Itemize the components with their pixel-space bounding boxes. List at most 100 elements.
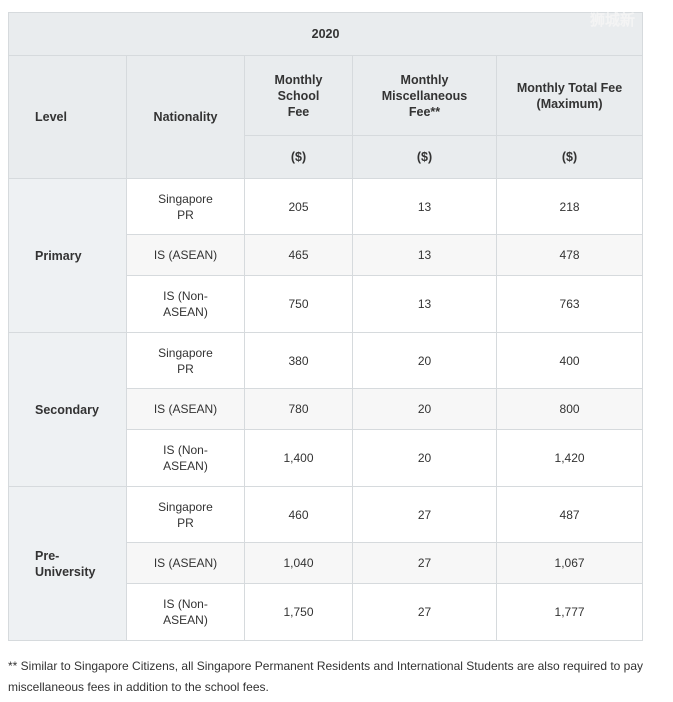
cell: 20 — [352, 332, 497, 389]
cell-text: Monthly Miscellaneous Fee** — [381, 72, 468, 119]
cell: Pre-University — [8, 486, 127, 641]
cell: 460 — [244, 486, 353, 543]
cell: ($) — [244, 135, 353, 179]
cell: 20 — [352, 388, 497, 430]
cell-text: 1,040 — [283, 556, 314, 570]
cell-text: 460 — [288, 507, 309, 522]
footnote: ** Similar to Singapore Citizens, all Si… — [8, 659, 644, 694]
cell-text: 205 — [288, 199, 309, 214]
cell: 400 — [495, 332, 644, 389]
cell: 465 — [244, 234, 353, 276]
cell-text: ($) — [561, 150, 578, 164]
cell: 763 — [495, 275, 644, 333]
cell: Singapore PR — [126, 486, 245, 543]
cell-text: Secondary — [35, 402, 99, 417]
cell-text: 763 — [559, 297, 580, 311]
cell-text: 27 — [417, 605, 432, 619]
cell: 27 — [352, 542, 497, 584]
cell: IS (ASEAN) — [126, 388, 245, 430]
cell: IS (Non-ASEAN) — [126, 429, 245, 487]
cell: IS (ASEAN) — [126, 542, 245, 584]
cell-text: 1,067 — [554, 556, 585, 570]
cell-text: 1,420 — [554, 451, 585, 465]
cell-text: Primary — [35, 248, 82, 263]
cell-text: 780 — [288, 402, 309, 416]
data-row: Secondary Singapore PR 380 20 400 — [8, 332, 644, 487]
cell-text: 13 — [417, 248, 432, 262]
cell: 13 — [352, 275, 497, 333]
cell-text: Nationality — [153, 110, 218, 124]
cell-text: 1,777 — [554, 605, 585, 619]
cell: 487 — [495, 486, 644, 543]
data-row: IS (ASEAN) 1,040 27 1,067 — [9, 542, 644, 584]
cell: 1,750 — [244, 583, 353, 641]
cell-text: 800 — [559, 402, 580, 416]
cell: 27 — [352, 486, 497, 543]
cell-text: IS (ASEAN) — [153, 248, 218, 262]
cell-text: IS (Non-ASEAN) — [163, 443, 208, 473]
cell-text: Level — [35, 110, 67, 124]
cell-text: 2020 — [311, 27, 340, 41]
data-row: Primary Singapore PR 205 13 218 — [8, 178, 644, 333]
cell: 478 — [495, 234, 644, 276]
cell: 800 — [495, 388, 644, 430]
data-row: IS (ASEAN) 465 13 478 — [9, 234, 644, 276]
cell: IS (ASEAN) — [126, 234, 245, 276]
cell-text: 20 — [417, 402, 432, 416]
cell-text: 20 — [417, 451, 432, 465]
data-row: IS (Non-ASEAN) 1,750 27 1,777 — [9, 583, 644, 641]
cell: Singapore PR — [126, 178, 245, 235]
cell: 205 — [244, 178, 353, 235]
cell: 13 — [352, 234, 497, 276]
cell: ($) — [495, 135, 644, 179]
cell: 1,777 — [495, 583, 644, 641]
cell-text: 1,400 — [283, 451, 314, 465]
cell-text: 750 — [288, 297, 309, 311]
cell-text: IS (Non-ASEAN) — [163, 597, 208, 627]
cell-text: 13 — [417, 199, 432, 214]
cell: Nationality — [126, 55, 245, 179]
cell: 750 — [244, 275, 353, 333]
cell-text: Monthly Total Fee (Maximum) — [516, 80, 623, 111]
cell-text: 218 — [559, 199, 580, 214]
cell: 13 — [352, 178, 497, 235]
cell-text: 1,750 — [283, 605, 314, 619]
cell-text: 400 — [559, 353, 580, 368]
cell-text: 27 — [417, 507, 432, 522]
cell-text: IS (ASEAN) — [153, 402, 218, 416]
cell-text: 380 — [288, 353, 309, 368]
cell: 1,420 — [495, 429, 644, 487]
cell: Monthly School Fee — [244, 55, 353, 136]
unit-row: ($) ($) ($) — [9, 135, 644, 179]
data-row: Pre-University Singapore PR 460 27 487 — [8, 486, 644, 641]
cell: IS (Non-ASEAN) — [126, 583, 245, 641]
cell-text: 465 — [288, 248, 309, 262]
data-row: IS (Non-ASEAN) 1,400 20 1,420 — [9, 429, 644, 487]
cell-text: Singapore PR — [158, 191, 213, 222]
cell: ($) — [352, 135, 497, 179]
cell-text: ($) — [290, 150, 307, 164]
cell: 2020 — [7, 12, 644, 56]
cell: Secondary — [8, 332, 127, 487]
cell: Monthly Miscellaneous Fee** — [352, 55, 497, 136]
cell: 1,067 — [495, 542, 644, 584]
cell-text: IS (Non-ASEAN) — [163, 289, 208, 319]
cell: Primary — [8, 178, 127, 333]
cell-text: Monthly School Fee — [274, 72, 323, 119]
cell: 1,400 — [244, 429, 353, 487]
fee-table: 2020 Level Nationality Monthly School Fee Mo… — [7, 12, 644, 641]
cell-text: Singapore PR — [158, 499, 213, 530]
cell-text: 478 — [559, 248, 580, 262]
cell: Monthly Total Fee (Maximum) — [495, 55, 644, 136]
cell: 20 — [352, 429, 497, 487]
cell: 218 — [495, 178, 644, 235]
cell: 1,040 — [244, 542, 353, 584]
cell: Singapore PR — [126, 332, 245, 389]
cell: 27 — [352, 583, 497, 641]
watermark: 狮城新 — [590, 12, 636, 29]
cell-text: 13 — [417, 297, 432, 311]
header-row: Level Nationality Monthly School Fee Monthl… — [8, 55, 644, 179]
cell: IS (Non-ASEAN) — [126, 275, 245, 333]
cell-text: Singapore PR — [158, 345, 213, 376]
